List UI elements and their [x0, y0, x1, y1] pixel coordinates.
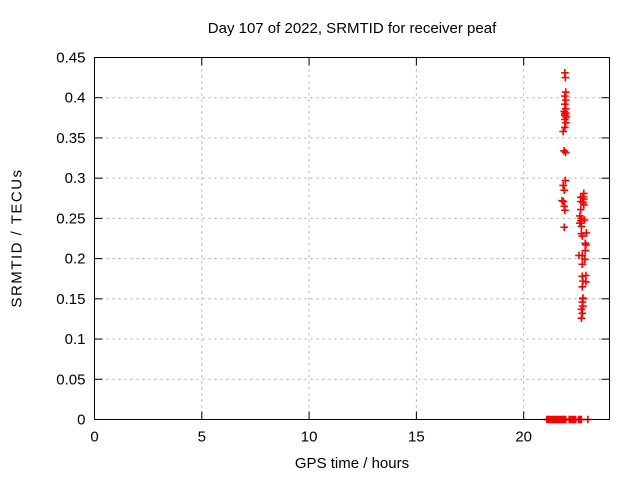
data-point-marker	[559, 127, 567, 136]
data-point-marker	[561, 148, 570, 157]
data-point-marker	[576, 205, 585, 214]
tick-labels: 0 5 10 15 20 0 0.05 0.1 0.15 0.2 0.25 0.3 0.35 0.4 0.4…	[56, 50, 532, 446]
x-tick-label: 20	[515, 429, 532, 446]
data-point-marker	[579, 200, 588, 209]
data-point-marker	[582, 271, 590, 280]
data-point-marker	[581, 246, 590, 255]
plot-border	[94, 57, 610, 420]
y-tick-label: 0.45	[56, 50, 85, 67]
y-tick-label: 0.35	[56, 130, 85, 147]
data-point-marker	[577, 222, 586, 231]
chart-title: Day 107 of 2022, SRMTID for receiver pea…	[207, 20, 497, 37]
y-tick-label: 0	[77, 412, 85, 429]
data-point-marker	[578, 260, 587, 269]
data-point-marker	[561, 73, 570, 82]
axis-ticks	[94, 57, 610, 420]
data-point-marker	[560, 186, 569, 195]
data-point-marker	[561, 176, 570, 185]
data-point-marker	[577, 305, 586, 314]
data-point-marker	[577, 314, 586, 322]
data-point-marker	[578, 251, 587, 260]
data-point-marker	[559, 181, 567, 190]
data-point-marker	[561, 96, 570, 104]
grid-lines	[94, 57, 610, 420]
data-point-marker	[561, 206, 569, 215]
data-point-marker	[561, 100, 569, 108]
y-tick-label: 0.2	[65, 251, 86, 268]
data-point-marker	[578, 232, 587, 240]
data-point-marker	[582, 278, 590, 286]
y-tick-label: 0.05	[56, 371, 85, 388]
y-tick-label: 0.4	[65, 90, 86, 107]
y-tick-label: 0.1	[65, 331, 86, 348]
data-point-marker	[559, 197, 568, 206]
x-axis-label: GPS time / hours	[294, 455, 410, 472]
data-point-marker	[580, 216, 589, 224]
data-point-marker	[560, 223, 569, 232]
data-point-marker	[558, 196, 566, 205]
y-tick-label: 0.3	[65, 170, 86, 187]
y-tick-label: 0.15	[56, 291, 85, 308]
data-point-marker	[561, 118, 570, 127]
data-point-marker	[560, 147, 568, 155]
data-point-marker	[561, 88, 570, 96]
x-tick-label: 5	[198, 429, 206, 446]
x-tick-label: 10	[301, 429, 318, 446]
x-tick-label: 15	[408, 429, 425, 446]
data-point-marker	[561, 123, 569, 132]
x-tick-label: 0	[90, 429, 98, 446]
data-point-marker	[561, 92, 569, 100]
y-tick-label: 0.25	[56, 210, 85, 227]
data-point-marker	[582, 229, 591, 237]
data-point-marker	[581, 255, 589, 264]
data-point-marker	[578, 309, 587, 318]
data-point-marker	[578, 282, 587, 291]
data-points	[543, 68, 592, 424]
